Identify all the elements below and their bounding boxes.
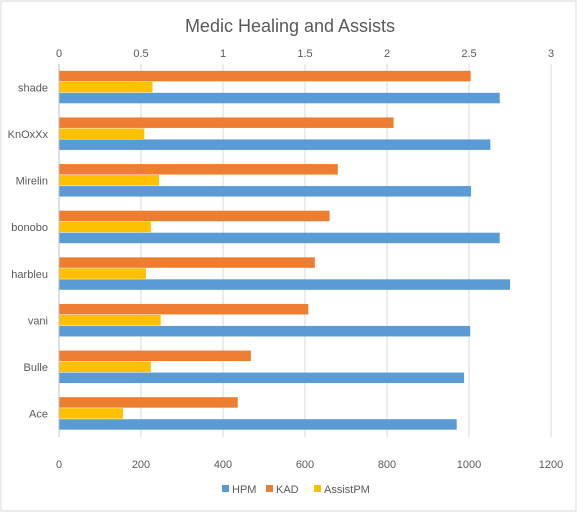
- bar-assistpm-knoxxx: [59, 128, 145, 139]
- bar-kad-shade: [59, 70, 471, 82]
- category-label: KnOxXx: [8, 129, 49, 141]
- category-label: bonobo: [11, 222, 48, 234]
- top-tick-label: 1.5: [297, 48, 312, 60]
- top-tick-label: 2.5: [461, 48, 476, 60]
- bar-layer: [59, 70, 510, 430]
- bar-kad-knoxxx: [59, 117, 394, 128]
- bottom-tick-label: 800: [378, 459, 396, 471]
- bar-kad-bulle: [59, 350, 251, 362]
- bar-assistpm-bonobo: [59, 221, 151, 233]
- bar-hpm-mirelin: [59, 186, 472, 197]
- bar-kad-bonobo: [59, 210, 330, 222]
- bar-assistpm-harbleu: [59, 268, 146, 279]
- bar-hpm-bonobo: [59, 232, 500, 244]
- top-tick-label: 1: [220, 48, 226, 60]
- legend-swatch-assistpm: [314, 485, 321, 492]
- legend-label-assistpm: AssistPM: [324, 484, 370, 496]
- bar-kad-vani: [59, 303, 309, 315]
- bar-kad-mirelin: [59, 164, 338, 175]
- legend-swatch-kad: [266, 485, 273, 492]
- category-label: harbleu: [11, 269, 48, 281]
- bar-assistpm-bulle: [59, 361, 151, 373]
- category-label: Bulle: [24, 362, 48, 374]
- legend-swatch-hpm: [222, 485, 229, 492]
- bar-hpm-ace: [59, 419, 457, 430]
- bar-hpm-vani: [59, 325, 471, 337]
- bottom-tick-label: 1000: [457, 459, 481, 471]
- category-label: vani: [28, 315, 48, 327]
- legend-label-hpm: HPM: [232, 484, 256, 496]
- top-tick-label: 0: [56, 48, 62, 60]
- category-label: shade: [18, 82, 48, 94]
- bar-assistpm-ace: [59, 408, 123, 419]
- bar-assistpm-vani: [59, 314, 161, 326]
- bottom-tick-label: 0: [56, 459, 62, 471]
- bottom-tick-label: 400: [214, 459, 232, 471]
- category-label: Ace: [29, 409, 48, 421]
- chart-title: Medic Healing and Assists: [185, 16, 395, 36]
- category-label: Mirelin: [16, 176, 48, 188]
- bar-hpm-shade: [59, 92, 500, 104]
- bar-assistpm-shade: [59, 81, 153, 93]
- legend-layer: HPM KAD AssistPM: [222, 484, 370, 496]
- legend-label-kad: KAD: [276, 484, 299, 496]
- top-tick-label: 3: [548, 48, 554, 60]
- bottom-tick-label: 600: [296, 459, 314, 471]
- axis-layer: 0 200 400 600 800 1000 1200 0 0.5 1 1.5 2 2.5 3 shade K…: [8, 48, 564, 471]
- bar-assistpm-mirelin: [59, 175, 160, 186]
- bar-hpm-harbleu: [59, 279, 510, 290]
- bar-hpm-bulle: [59, 372, 465, 384]
- bar-kad-harbleu: [59, 257, 315, 268]
- bottom-tick-label: 1200: [539, 459, 563, 471]
- top-tick-label: 0.5: [133, 48, 148, 60]
- bottom-tick-label: 200: [132, 459, 150, 471]
- top-tick-label: 2: [384, 48, 390, 60]
- bar-hpm-knoxxx: [59, 139, 491, 150]
- bar-kad-ace: [59, 397, 238, 408]
